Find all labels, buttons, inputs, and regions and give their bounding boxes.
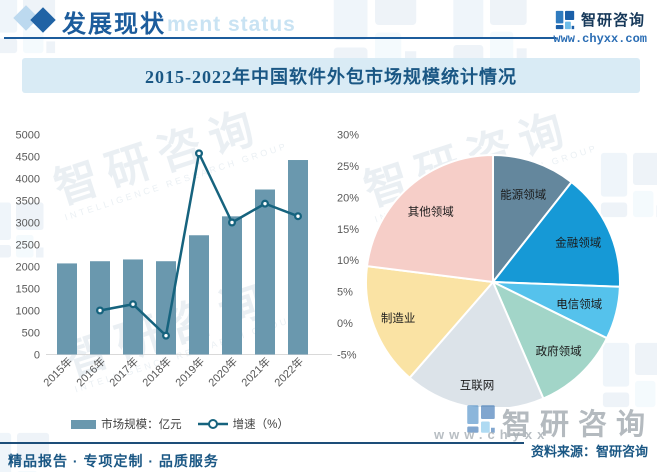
pie-label: 政府领域 [536, 344, 582, 358]
right-axis-tick: 20% [337, 192, 359, 204]
legend-label: 增速（%） [232, 419, 289, 431]
right-axis-tick: 5% [337, 287, 353, 299]
watermark-logo-icon [466, 404, 496, 434]
left-axis-tick: 500 [22, 328, 40, 340]
left-axis-tick: 2500 [16, 240, 40, 252]
pie-slice-政府领域 [491, 279, 609, 400]
left-axis-tick: 4000 [16, 174, 40, 186]
x-axis-label: 2019年 [172, 354, 207, 389]
right-axis-tick: 30% [337, 130, 359, 142]
chart-title: 2015-2022年中国软件外包市场规模统计情况 [145, 66, 517, 87]
left-axis-tick: 2000 [16, 262, 40, 274]
pie-label: 互联网 [460, 378, 495, 392]
line-swatch-icon [197, 419, 228, 429]
right-axis-tick: 15% [337, 224, 359, 236]
bar-2021年 [255, 189, 275, 355]
left-axis-tick: 1500 [16, 284, 40, 296]
left-axis-tick: 3500 [16, 196, 40, 208]
bar-2020年 [222, 216, 242, 355]
x-axis-label: 2017年 [106, 354, 141, 389]
legend-item-growth: 增速（%） [197, 416, 289, 432]
right-axis-tick: 0% [337, 318, 353, 330]
bar-line-chart: 0 500 1000 1500 2000 2500 3000 3500 4000 4500 5000… [16, 130, 360, 390]
pie-label: 金融领域 [555, 236, 601, 250]
bar-2022年 [288, 160, 308, 355]
x-axis-label: 2020年 [205, 354, 240, 389]
source-rule [0, 442, 524, 444]
header-watermark-subtitle: ment status [167, 13, 296, 36]
legend-item-market-size: 市场规模：亿元 [71, 416, 182, 432]
left-axis-tick: 1000 [16, 306, 40, 318]
line-marker-dot [164, 333, 168, 338]
brand-url[interactable]: www.chyxx.com [553, 32, 647, 46]
x-axis-label: 2016年 [73, 354, 108, 389]
watermark-logo-icon [450, 0, 530, 65]
bar-2019年 [189, 235, 209, 355]
right-axis-tick: 10% [337, 255, 359, 267]
pie-label: 电信领域 [556, 298, 602, 311]
line-marker-dot [98, 308, 102, 313]
brand-lockup: 智研咨询 [555, 9, 645, 30]
section-title: 发展现状 [62, 11, 166, 38]
pie-label: 制造业 [381, 311, 416, 325]
x-axis-label: 2018年 [139, 354, 174, 389]
bar-2018年 [156, 261, 176, 355]
line-marker-dot [263, 201, 267, 206]
line-marker-dot [296, 214, 300, 218]
header-rule [4, 37, 556, 39]
line-marker-dot [197, 151, 201, 156]
brand-name: 智研咨询 [580, 12, 645, 29]
line-marker-dot [131, 302, 135, 306]
brand-logo-icon [555, 10, 575, 30]
header-diamond-icon [30, 7, 56, 33]
data-source: 资料来源：智研咨询 [531, 444, 649, 459]
line-marker-dot [230, 220, 234, 225]
pie-label: 能源领域 [500, 187, 546, 201]
left-axis-tick: 0 [34, 350, 40, 362]
pie-slice-制造业 [365, 264, 495, 380]
legend-label: 市场规模：亿元 [101, 419, 182, 431]
left-axis-tick: 4500 [16, 152, 40, 164]
pie-label: 其他领域 [408, 206, 454, 219]
bar-2015年 [57, 263, 77, 355]
chart-legend: 市场规模：亿元 增速（%） [0, 416, 360, 432]
watermark-brand-text: 智研咨询 [502, 409, 655, 441]
pie-slice-互联网 [408, 280, 545, 407]
x-axis-label: 2021年 [238, 354, 273, 389]
left-axis-tick: 3000 [16, 218, 40, 230]
footer-tagline: 精品报告 · 专项定制 · 品质服务 [8, 453, 219, 469]
left-axis-tick: 5000 [16, 130, 40, 142]
pie-slice-金融领域 [491, 180, 621, 288]
x-axis-label: 2015年 [40, 354, 75, 389]
x-axis-label: 2022年 [271, 354, 306, 389]
pie-slice-能源领域 [492, 153, 573, 285]
bar-swatch-icon [71, 419, 97, 429]
right-axis-tick: -5% [337, 350, 357, 362]
pie-slice-其他领域 [365, 153, 494, 284]
chart-title-band: 2015-2022年中国软件外包市场规模统计情况 [22, 58, 640, 93]
right-axis-tick: 25% [337, 161, 359, 173]
